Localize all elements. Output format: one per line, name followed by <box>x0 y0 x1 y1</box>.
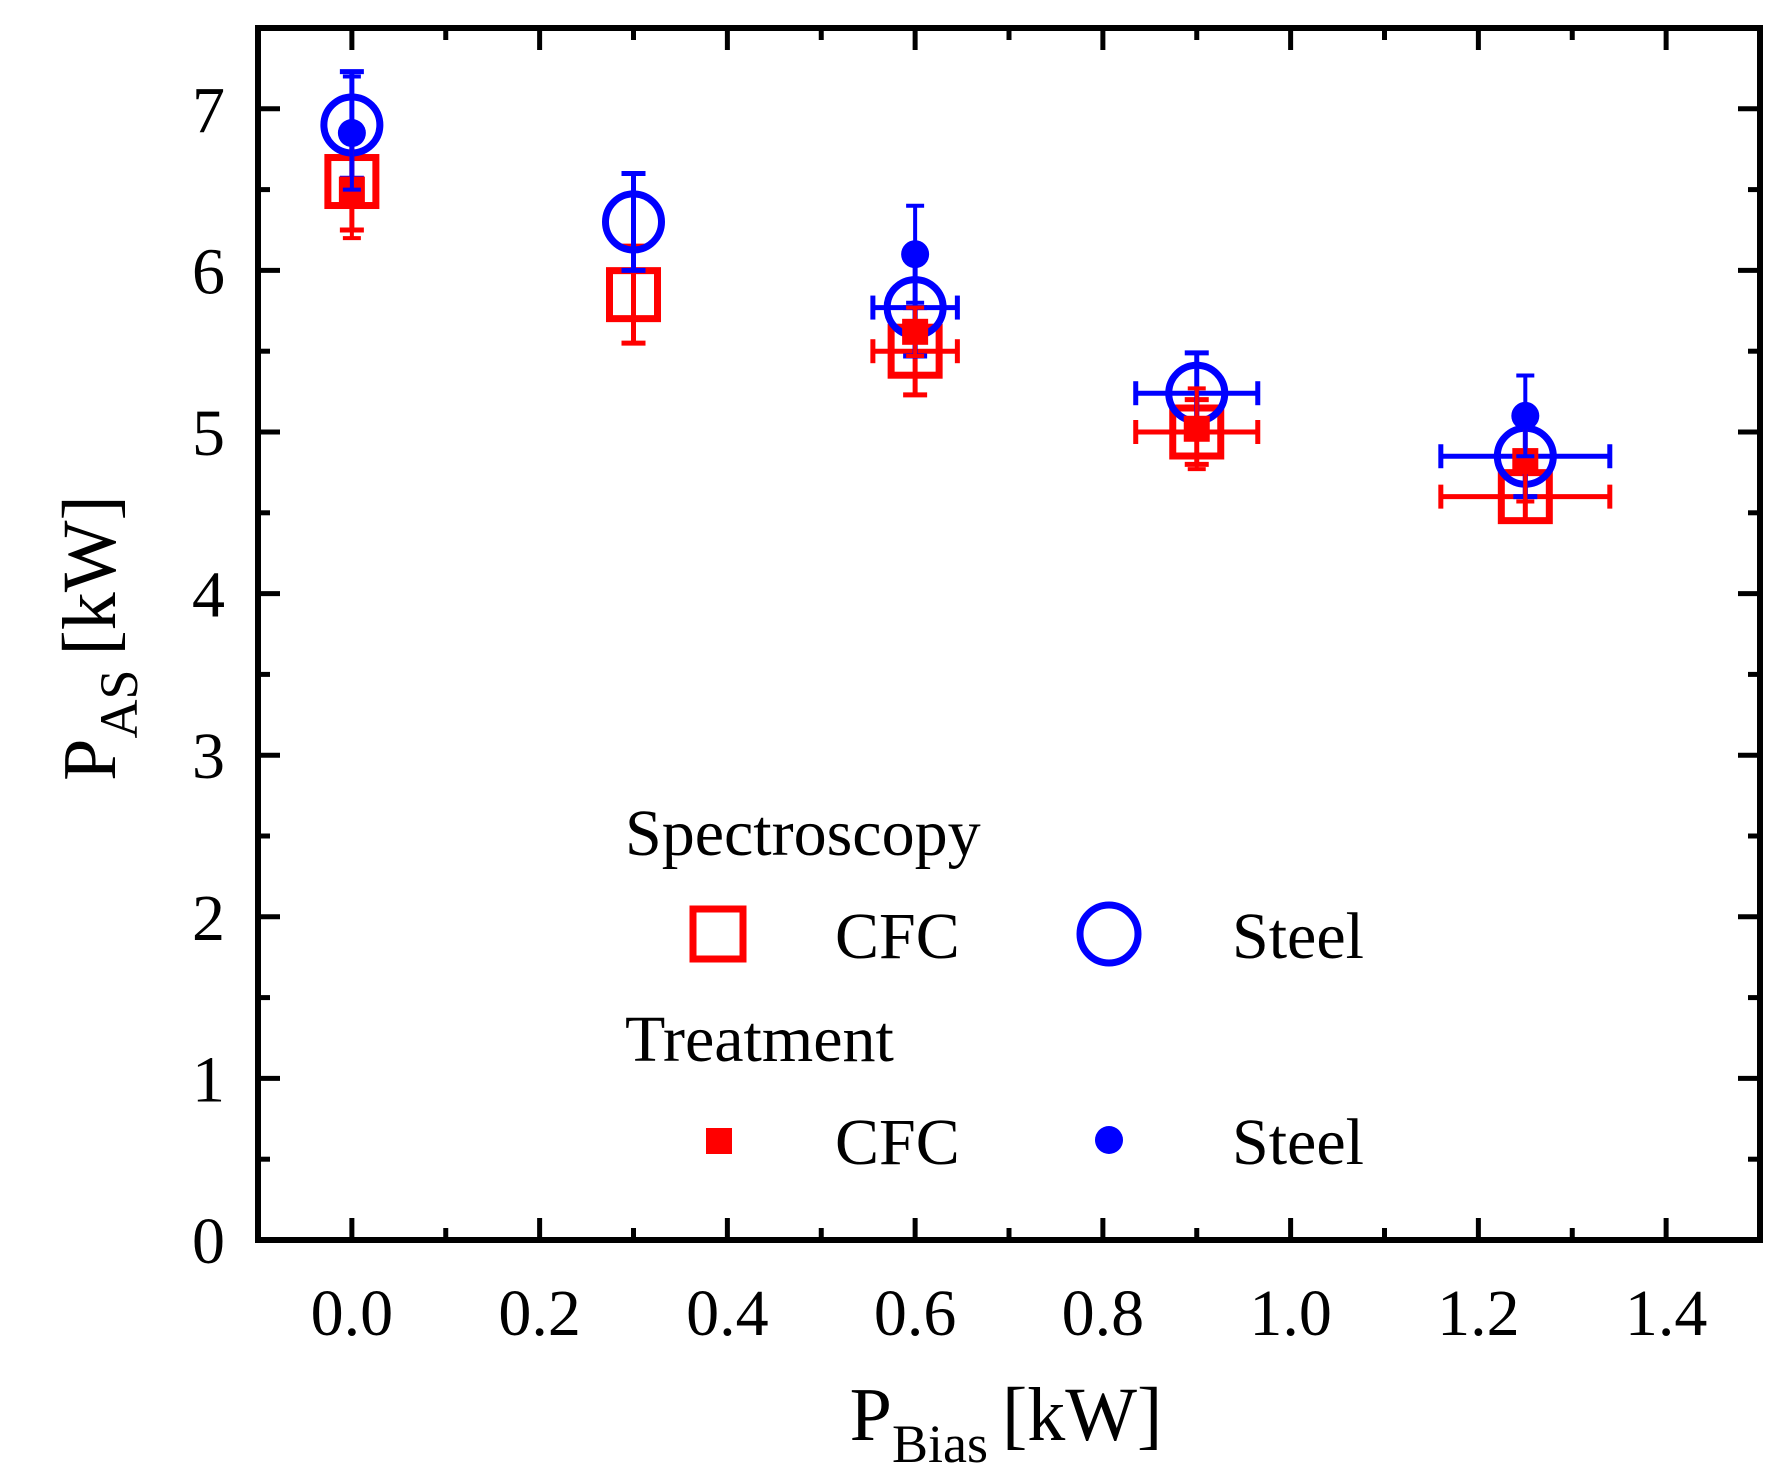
legend-label-spec-steel: Steel <box>1232 900 1364 973</box>
x-tick-labels: 0.0 0.2 0.4 0.6 0.8 1.0 1.2 1.4 <box>311 1277 1708 1350</box>
legend-marker-treat-steel <box>1095 1126 1123 1154</box>
series-treat_steel <box>337 74 1540 459</box>
y-tick-label: 1 <box>192 1043 225 1116</box>
y-tick-label: 4 <box>192 559 225 632</box>
legend-marker-spec-cfc <box>689 905 747 963</box>
y-tick-label: 0 <box>192 1205 225 1278</box>
y-tick-label: 7 <box>192 74 225 147</box>
data-point <box>602 190 665 254</box>
y-tick-label: 6 <box>192 235 225 308</box>
y-tick-label: 3 <box>192 720 225 793</box>
legend-marker-treat-cfc <box>706 1128 732 1154</box>
data-series <box>320 69 1613 525</box>
legend-group-title-treatment: Treatment <box>625 1003 894 1076</box>
x-tick-label: 0.6 <box>874 1277 957 1350</box>
x-axis-title: PBias [kW] <box>850 1373 1163 1474</box>
x-tick-label: 1.4 <box>1625 1277 1708 1350</box>
legend-label-spec-cfc: CFC <box>835 900 960 973</box>
x-tick-label: 1.0 <box>1249 1277 1332 1350</box>
data-point <box>1183 415 1210 442</box>
legend-label-treat-cfc: CFC <box>835 1106 960 1179</box>
x-tick-label: 0.0 <box>311 1277 394 1350</box>
data-point <box>1511 401 1540 430</box>
data-point <box>337 119 366 148</box>
legend-group-title-spectroscopy: Spectroscopy <box>625 797 981 870</box>
y-axis-title: PAS[kW] <box>48 495 149 781</box>
y-tick-label: 2 <box>192 882 225 955</box>
y-tick-label: 5 <box>192 397 225 470</box>
legend-label-treat-steel: Steel <box>1232 1106 1364 1179</box>
legend: Spectroscopy CFC Steel Treatment CFC Ste… <box>625 797 1364 1179</box>
legend-marker-spec-steel <box>1076 901 1142 967</box>
x-tick-label: 0.4 <box>686 1277 769 1350</box>
x-tick-label: 1.2 <box>1437 1277 1520 1350</box>
x-tick-label: 0.2 <box>498 1277 581 1350</box>
series-spec_steel <box>320 69 1613 500</box>
y-tick-labels: 0 1 2 3 4 5 6 7 <box>192 74 225 1278</box>
axis-ticks <box>258 28 1763 1243</box>
plot-frame <box>255 25 1763 1243</box>
series-spec_cfc <box>324 130 1613 525</box>
data-point <box>902 318 929 345</box>
data-point <box>901 240 930 269</box>
x-tick-label: 0.8 <box>1062 1277 1145 1350</box>
